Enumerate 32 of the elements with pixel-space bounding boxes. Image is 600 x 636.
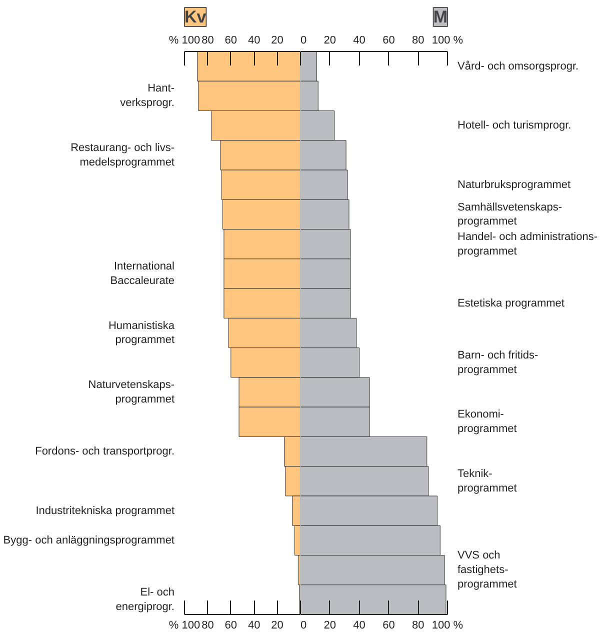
y-tick-label: Samhällsvetenskaps- programmet xyxy=(458,201,562,228)
y-tick-label: Bygg- och anläggningsprogrammet xyxy=(3,534,175,546)
y-tick-label: Vård- och omsorgsprogr. xyxy=(458,60,579,72)
x-tick-label: % 100 xyxy=(168,34,200,46)
chart-title: M xyxy=(433,8,448,26)
y-tick-label: El- och energiprogr. xyxy=(116,586,175,613)
y-tick-label: Industritekniska programmet xyxy=(36,504,175,517)
y-tick-label: Teknik- programmet xyxy=(458,468,517,494)
x-tick-label: 100 % xyxy=(432,620,464,632)
x-tick-label: 20 xyxy=(271,34,284,46)
x-tick-label: 20 xyxy=(324,620,336,632)
chart-title: Kv xyxy=(184,8,207,26)
y-tick-label: Hant- verksprogr. xyxy=(120,82,175,110)
y-tick-label: Handel- och administrations- programmet xyxy=(458,230,598,258)
y-tick-label: International Baccaleurate xyxy=(110,260,175,287)
x-tick-label: 80 xyxy=(202,34,214,46)
x-tick-label: 60 xyxy=(224,34,238,46)
y-tick-label: Humanistiska programmet xyxy=(108,320,176,346)
x-tick-label: 40 xyxy=(353,620,366,632)
y-tick-label: Ekonomi- programmet xyxy=(458,408,517,436)
y-tick-label: Naturbruksprogrammet xyxy=(458,178,571,191)
x-tick-label: 80 xyxy=(412,620,424,632)
x-tick-label: 0 xyxy=(300,620,307,632)
y-tick-label: Hotell- och turismprogr. xyxy=(458,120,572,132)
y-tick-label: Fordons- och transportprogr. xyxy=(35,446,175,458)
y-tick-label: Barn- och fritids- programmet xyxy=(458,349,539,376)
y-tick-label: Restaurang- och livs- medelsprogrammet xyxy=(70,142,175,168)
y-tick-label: VVS och fastighets- programmet xyxy=(458,550,517,590)
y-tick-label: Naturvetenskaps- programmet xyxy=(88,379,175,406)
y-tick-label: Estetiska programmet xyxy=(458,297,564,310)
x-tick-label: 40 xyxy=(248,34,260,46)
x-tick-label: 60 xyxy=(382,620,395,632)
